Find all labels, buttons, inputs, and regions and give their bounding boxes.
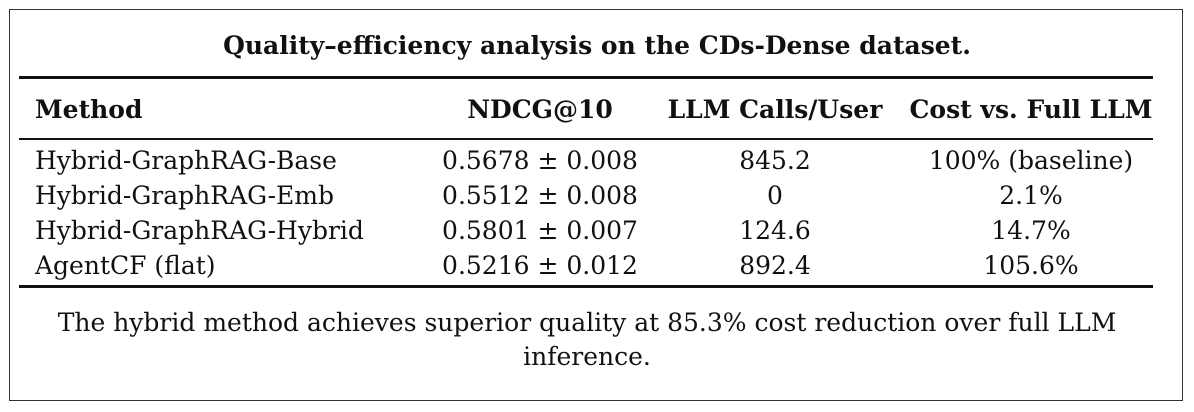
cell-method: Hybrid-GraphRAG-Base	[35, 146, 337, 175]
bottom-rule	[19, 285, 1153, 288]
cell-ndcg: 0.5678 ± 0.008	[442, 146, 638, 175]
header-cost: Cost vs. Full LLM	[909, 95, 1153, 124]
table-note: The hybrid method achieves superior qual…	[57, 308, 1117, 371]
cell-cost: 14.7%	[991, 216, 1071, 245]
top-rule	[19, 76, 1153, 79]
cell-ndcg: 0.5512 ± 0.008	[442, 181, 638, 210]
cell-cost: 105.6%	[983, 251, 1079, 280]
table-frame	[9, 9, 1183, 401]
cell-cost: 2.1%	[999, 181, 1063, 210]
cell-method: Hybrid-GraphRAG-Emb	[35, 181, 334, 210]
cell-cost: 100% (baseline)	[928, 146, 1134, 175]
header-rule	[19, 138, 1153, 140]
cell-llm-calls: 845.2	[739, 146, 811, 175]
cell-method: Hybrid-GraphRAG-Hybrid	[35, 216, 364, 245]
table-caption: Quality–efficiency analysis on the CDs-D…	[223, 31, 971, 60]
cell-llm-calls: 124.6	[739, 216, 811, 245]
cell-method: AgentCF (flat)	[35, 251, 216, 280]
header-method: Method	[35, 95, 143, 124]
header-ndcg: NDCG@10	[467, 95, 613, 124]
cell-ndcg: 0.5801 ± 0.007	[442, 216, 638, 245]
cell-llm-calls: 892.4	[739, 251, 811, 280]
cell-ndcg: 0.5216 ± 0.012	[442, 251, 638, 280]
header-llm-calls: LLM Calls/User	[667, 95, 883, 124]
cell-llm-calls: 0	[767, 181, 783, 210]
